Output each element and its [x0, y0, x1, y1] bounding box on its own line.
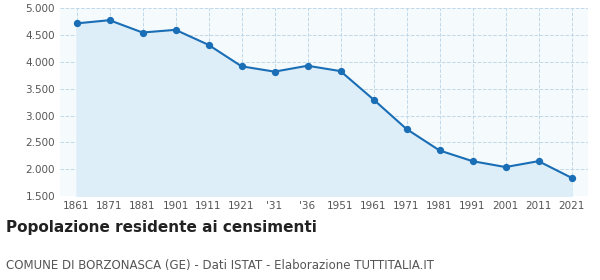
- Point: [236, 64, 247, 69]
- Point: [368, 97, 379, 102]
- Point: [171, 28, 181, 32]
- Point: [566, 176, 576, 180]
- Point: [402, 127, 412, 131]
- Point: [534, 159, 544, 164]
- Point: [138, 30, 148, 35]
- Point: [336, 69, 346, 73]
- Text: COMUNE DI BORZONASCA (GE) - Dati ISTAT - Elaborazione TUTTITALIA.IT: COMUNE DI BORZONASCA (GE) - Dati ISTAT -…: [6, 259, 434, 272]
- Point: [468, 159, 478, 164]
- Point: [500, 165, 510, 169]
- Point: [105, 18, 115, 22]
- Point: [72, 21, 82, 26]
- Point: [204, 43, 214, 47]
- Point: [303, 64, 313, 68]
- Text: Popolazione residente ai censimenti: Popolazione residente ai censimenti: [6, 220, 317, 235]
- Point: [434, 148, 444, 153]
- Point: [270, 69, 280, 74]
